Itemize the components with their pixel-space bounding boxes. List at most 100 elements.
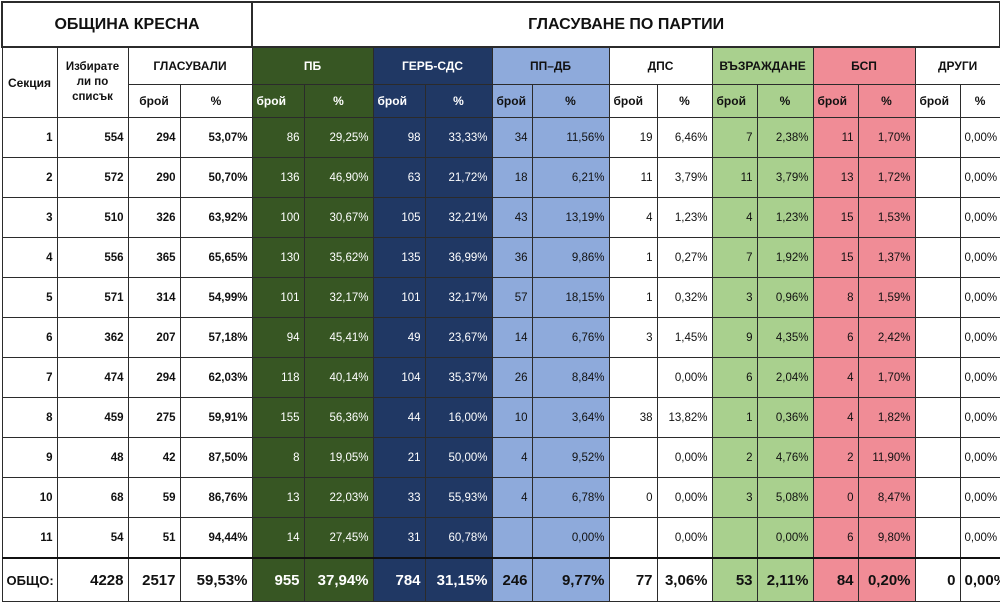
subheader-count: брой	[914, 84, 961, 118]
cell-voted: 294	[127, 117, 181, 158]
cell-gerb-pct: 32,17%	[424, 277, 493, 318]
cell-voted: 207	[127, 317, 181, 358]
cell-bsp-pct: 1,70%	[857, 117, 916, 158]
cell-bsp: 2	[812, 437, 859, 478]
cell-dps-pct: 0,00%	[656, 357, 713, 398]
cell-ppdb-pct: 6,21%	[531, 157, 610, 198]
cell-bsp-pct: 1,82%	[857, 397, 916, 438]
cell-voted: 290	[127, 157, 181, 198]
cell-voted-pct: 57,18%	[179, 317, 253, 358]
cell-gerb: 135	[372, 237, 426, 278]
table-row: 1 554 294 53,07% 86 29,25% 98 33,33% 34 11,56% 19 6…	[1, 117, 1000, 158]
cell-voted-pct: 54,99%	[179, 277, 253, 318]
total-bsp-pct: 0,20%	[857, 557, 916, 602]
cell-dps: 11	[608, 157, 658, 198]
cell-voted-pct: 63,92%	[179, 197, 253, 238]
cell-bsp-pct: 11,90%	[857, 437, 916, 478]
cell-voted-pct: 65,65%	[179, 237, 253, 278]
total-voters: 4228	[56, 557, 129, 602]
cell-pb: 86	[251, 117, 305, 158]
cell-vaz: 3	[711, 477, 758, 518]
total-ppdb-pct: 9,77%	[531, 557, 610, 602]
total-dps-pct: 3,06%	[656, 557, 713, 602]
cell-bsp-pct: 1,72%	[857, 157, 916, 198]
cell-oth-pct: 0,00%	[959, 517, 1000, 559]
cell-vaz-pct: 0,36%	[756, 397, 814, 438]
cell-sec: 2	[1, 157, 58, 198]
cell-ppdb: 43	[491, 197, 533, 238]
cell-pb-pct: 45,41%	[303, 317, 374, 358]
cell-pb-pct: 46,90%	[303, 157, 374, 198]
cell-gerb: 104	[372, 357, 426, 398]
cell-ppdb: 4	[491, 437, 533, 478]
cell-gerb: 105	[372, 197, 426, 238]
cell-vaz-pct: 1,92%	[756, 237, 814, 278]
subheader-pct: %	[303, 84, 374, 118]
subheader-count: брой	[491, 84, 533, 118]
cell-sec: 6	[1, 317, 58, 358]
total-bsp: 84	[812, 557, 859, 602]
cell-ppdb-pct: 6,76%	[531, 317, 610, 358]
subheader-count: брой	[251, 84, 305, 118]
cell-voted-pct: 59,91%	[179, 397, 253, 438]
subheader-pct: %	[959, 84, 1000, 118]
cell-bsp: 4	[812, 397, 859, 438]
cell-sec: 7	[1, 357, 58, 398]
cell-vaz: 4	[711, 197, 758, 238]
cell-dps	[608, 357, 658, 398]
cell-oth	[914, 277, 961, 318]
cell-voted-pct: 86,76%	[179, 477, 253, 518]
cell-dps: 19	[608, 117, 658, 158]
cell-vaz: 3	[711, 277, 758, 318]
cell-dps-pct: 3,79%	[656, 157, 713, 198]
cell-ppdb-pct: 0,00%	[531, 517, 610, 559]
cell-pb-pct: 30,67%	[303, 197, 374, 238]
total-voted: 2517	[127, 557, 181, 602]
cell-oth	[914, 317, 961, 358]
cell-voted-pct: 50,70%	[179, 157, 253, 198]
cell-gerb-pct: 33,33%	[424, 117, 493, 158]
cell-gerb: 101	[372, 277, 426, 318]
total-pb-pct: 37,94%	[303, 557, 374, 602]
cell-voters: 571	[56, 277, 129, 318]
cell-vaz-pct: 3,79%	[756, 157, 814, 198]
cell-bsp-pct: 1,53%	[857, 197, 916, 238]
cell-sec: 5	[1, 277, 58, 318]
total-other-pct: 0,00%	[959, 557, 1000, 602]
cell-oth	[914, 397, 961, 438]
cell-oth-pct: 0,00%	[959, 477, 1000, 518]
cell-pb-pct: 19,05%	[303, 437, 374, 478]
cell-bsp-pct: 9,80%	[857, 517, 916, 559]
cell-pb: 14	[251, 517, 305, 559]
cell-pb-pct: 32,17%	[303, 277, 374, 318]
cell-voters: 556	[56, 237, 129, 278]
cell-bsp-pct: 1,59%	[857, 277, 916, 318]
cell-bsp: 13	[812, 157, 859, 198]
cell-sec: 8	[1, 397, 58, 438]
cell-ppdb: 57	[491, 277, 533, 318]
cell-gerb-pct: 35,37%	[424, 357, 493, 398]
cell-bsp: 4	[812, 357, 859, 398]
cell-dps-pct: 0,27%	[656, 237, 713, 278]
cell-sec: 9	[1, 437, 58, 478]
subheader-pct: %	[179, 84, 253, 118]
cell-vaz-pct: 4,35%	[756, 317, 814, 358]
cell-voters: 459	[56, 397, 129, 438]
cell-ppdb-pct: 9,52%	[531, 437, 610, 478]
party-header-ppdb: ПП–ДБ	[491, 46, 610, 85]
party-header-other: ДРУГИ	[914, 46, 1000, 85]
cell-pb-pct: 40,14%	[303, 357, 374, 398]
cell-pb-pct: 27,45%	[303, 517, 374, 559]
cell-ppdb-pct: 11,56%	[531, 117, 610, 158]
cell-vaz	[711, 517, 758, 559]
cell-dps-pct: 1,23%	[656, 197, 713, 238]
cell-voted: 51	[127, 517, 181, 559]
cell-bsp-pct: 1,70%	[857, 357, 916, 398]
cell-bsp: 8	[812, 277, 859, 318]
cell-gerb: 31	[372, 517, 426, 559]
cell-voted-pct: 87,50%	[179, 437, 253, 478]
cell-bsp: 6	[812, 317, 859, 358]
cell-voted: 314	[127, 277, 181, 318]
cell-dps-pct: 0,00%	[656, 437, 713, 478]
